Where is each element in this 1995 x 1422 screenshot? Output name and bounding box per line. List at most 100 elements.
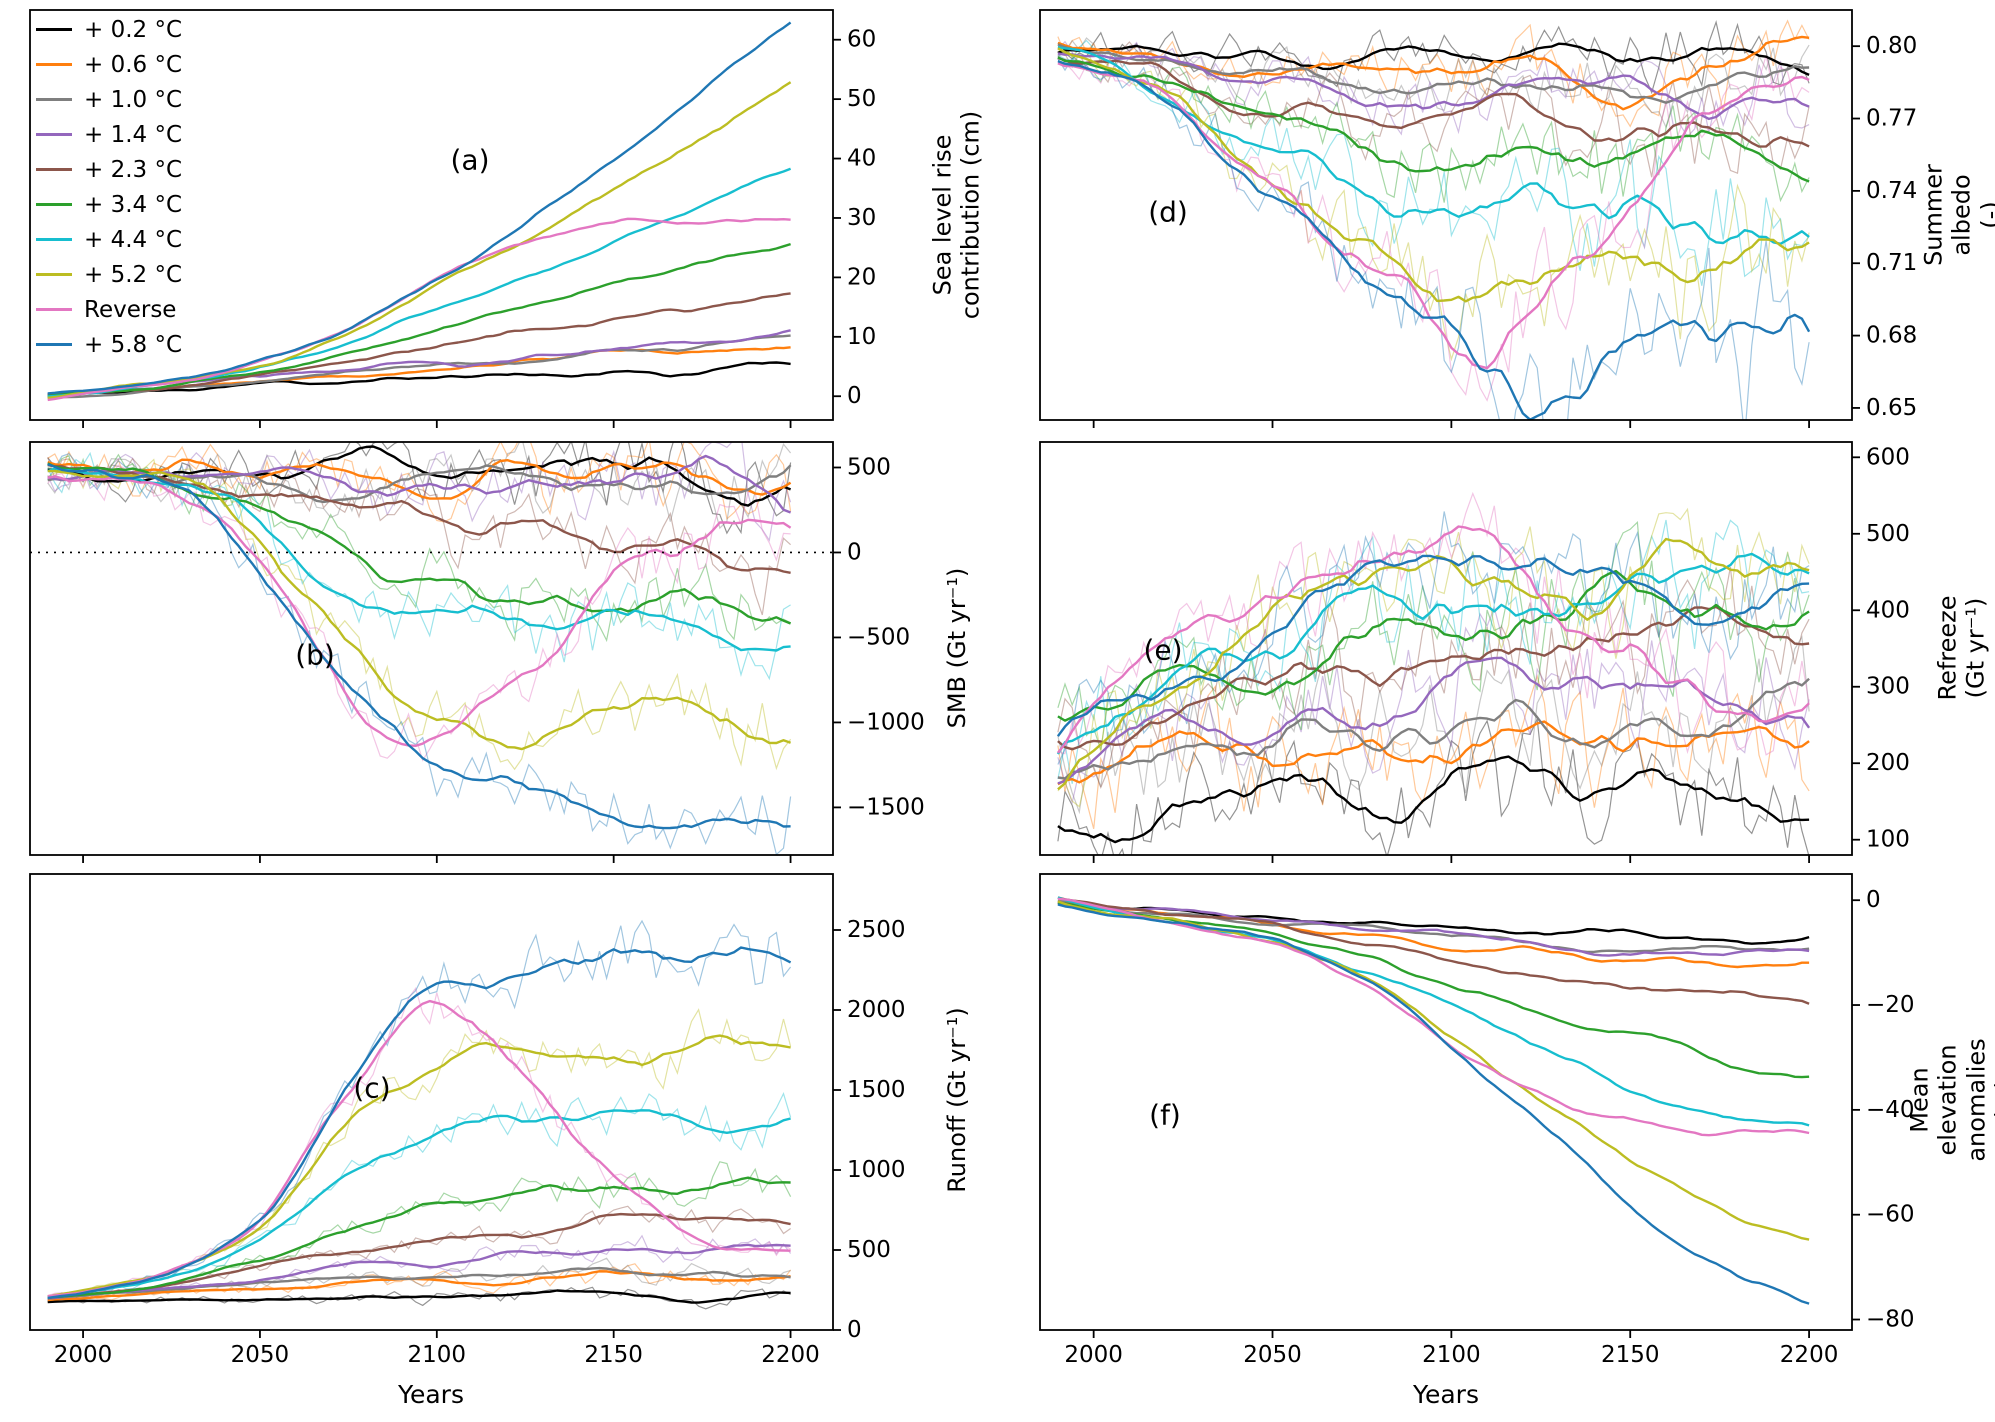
- series-line-+ 5.8 °C: [1057, 59, 1811, 420]
- series-line-+ 0.2 °C: [1057, 755, 1810, 844]
- panel-label-c: (c): [353, 1071, 391, 1105]
- series-line-+ 3.4 °C: [47, 242, 791, 398]
- series-raw-+ 5.2 °C: [1057, 44, 1810, 362]
- series-raw-+ 0.2 °C: [47, 442, 792, 535]
- y-tick-label: 0.77: [1866, 106, 1917, 132]
- y-tick-label: 0.65: [1866, 395, 1917, 421]
- axes-spines: [1039, 441, 1853, 856]
- y-tick-label: 40: [847, 146, 876, 172]
- y-tick-label: 1500: [847, 1077, 906, 1103]
- series-raw-Reverse: [1057, 54, 1810, 402]
- y-tick-label: 0.71: [1866, 250, 1917, 276]
- legend-item-1: + 0.6 °C: [36, 47, 182, 82]
- legend-line-swatch: [36, 238, 72, 241]
- axes-spines: [29, 441, 834, 856]
- y-axis-label-a: Sea level rise contribution (cm): [928, 110, 985, 320]
- series-raw-+ 3.4 °C: [1057, 520, 1810, 750]
- panel-e: 600 500 400 300 200 100: [1039, 441, 1910, 863]
- series-raw-+ 5.8 °C: [47, 452, 792, 855]
- panel-b: 500 0 −500 −1000 −1500: [29, 441, 925, 863]
- axes-spines: [29, 873, 834, 1331]
- x-tick-label: 2200: [761, 1342, 820, 1368]
- y-tick-label: 600: [1866, 444, 1910, 470]
- series-raw-+ 4.4 °C: [1057, 39, 1810, 286]
- legend-item-6: + 4.4 °C: [36, 222, 182, 257]
- panel-label-e: (e): [1143, 633, 1183, 667]
- y-tick-label: 0: [1866, 887, 1881, 913]
- y-tick-label: 0: [847, 1317, 862, 1343]
- y-axis-label-d: Summer albedo (-): [1919, 164, 1995, 266]
- x-tick-label: 2100: [408, 1342, 467, 1368]
- legend-label: + 5.8 °C: [84, 331, 183, 358]
- series-raw-+ 2.3 °C: [1057, 566, 1810, 790]
- y-tick-label: −1500: [847, 794, 925, 820]
- series-line-+ 5.2 °C: [47, 469, 792, 751]
- series-line-Reverse: [47, 999, 791, 1298]
- series-line-+ 1.0 °C: [1057, 899, 1810, 954]
- series-line-+ 5.2 °C: [47, 1034, 791, 1298]
- x-tick-label: 2100: [1422, 1342, 1481, 1368]
- series-line-+ 5.8 °C: [47, 946, 792, 1300]
- legend-item-9: + 5.8 °C: [36, 327, 182, 362]
- series-line-+ 5.2 °C: [1057, 900, 1810, 1241]
- series-line-+ 1.4 °C: [47, 1243, 791, 1300]
- panel-label-d: (d): [1148, 195, 1188, 229]
- y-tick-label: 500: [847, 454, 891, 480]
- panel-label-f: (f): [1149, 1098, 1181, 1132]
- series-line-+ 0.6 °C: [47, 458, 792, 500]
- series-line-+ 4.4 °C: [47, 1109, 791, 1299]
- legend-item-7: + 5.2 °C: [36, 257, 182, 292]
- x-tick-label: 2050: [1243, 1342, 1302, 1368]
- legend-label: + 1.4 °C: [84, 121, 183, 148]
- panel-label-a: (a): [450, 143, 490, 177]
- series-line-+ 2.3 °C: [47, 1212, 791, 1300]
- y-tick-label: 30: [847, 205, 876, 231]
- series-line-+ 1.0 °C: [47, 1266, 791, 1300]
- y-tick-label: 300: [1866, 674, 1910, 700]
- series-line-+ 3.4 °C: [47, 1176, 791, 1299]
- y-tick-label: 100: [1866, 827, 1910, 853]
- series-line-+ 2.3 °C: [47, 292, 791, 397]
- series-line-+ 5.2 °C: [1057, 537, 1810, 791]
- legend-label: + 5.2 °C: [84, 261, 183, 288]
- y-axis-label-b: SMB (Gt yr⁻¹): [942, 567, 971, 729]
- panel-label-b: (b): [295, 638, 335, 672]
- x-tick-label: 2150: [584, 1342, 643, 1368]
- y-axis-label-f: Mean elevation anomalies (m): [1905, 1038, 1995, 1162]
- axes-spines: [1039, 9, 1853, 421]
- legend-line-swatch: [36, 168, 72, 171]
- series-line-+ 5.2 °C: [47, 81, 792, 399]
- series-line-+ 1.0 °C: [1057, 677, 1810, 780]
- y-tick-label: 0.80: [1866, 33, 1917, 59]
- x-tick-label: 2200: [1780, 1342, 1839, 1368]
- axes-spines: [1039, 873, 1853, 1331]
- y-axis-label-e: Refreeze (Gt yr⁻¹): [1933, 595, 1990, 701]
- legend-item-4: + 2.3 °C: [36, 152, 182, 187]
- x-axis-label-right: Years: [1413, 1380, 1479, 1409]
- series-line-+ 5.8 °C: [1057, 903, 1810, 1305]
- series-raw-+ 1.4 °C: [1057, 605, 1810, 805]
- series-raw-+ 1.4 °C: [47, 442, 792, 542]
- y-tick-label: 2500: [847, 917, 906, 943]
- x-tick-label: 2150: [1601, 1342, 1660, 1368]
- y-tick-label: −1000: [847, 709, 925, 735]
- y-tick-label: −500: [847, 624, 910, 650]
- series-raw-+ 5.2 °C: [1057, 507, 1810, 808]
- series-line-Reverse: [1057, 62, 1810, 370]
- series-line-+ 3.4 °C: [1057, 569, 1810, 722]
- series-raw-+ 4.4 °C: [47, 1091, 792, 1299]
- legend-label: Reverse: [84, 296, 177, 323]
- legend-item-5: + 3.4 °C: [36, 187, 182, 222]
- legend-item-3: + 1.4 °C: [36, 117, 182, 152]
- series-line-+ 1.4 °C: [1057, 52, 1810, 121]
- y-tick-label: 1000: [847, 1157, 906, 1183]
- panel-f: 2000 2050 2100 2150 2200 0 −20 −40 −60 −80: [1039, 873, 1915, 1368]
- series-line-+ 1.0 °C: [1057, 43, 1810, 104]
- legend-line-swatch: [36, 203, 72, 206]
- y-tick-label: −80: [1866, 1307, 1915, 1333]
- legend-line-swatch: [36, 308, 72, 311]
- series-raw-+ 1.0 °C: [1057, 635, 1810, 815]
- legend-item-8: Reverse: [36, 292, 182, 327]
- y-tick-label: 60: [847, 27, 876, 53]
